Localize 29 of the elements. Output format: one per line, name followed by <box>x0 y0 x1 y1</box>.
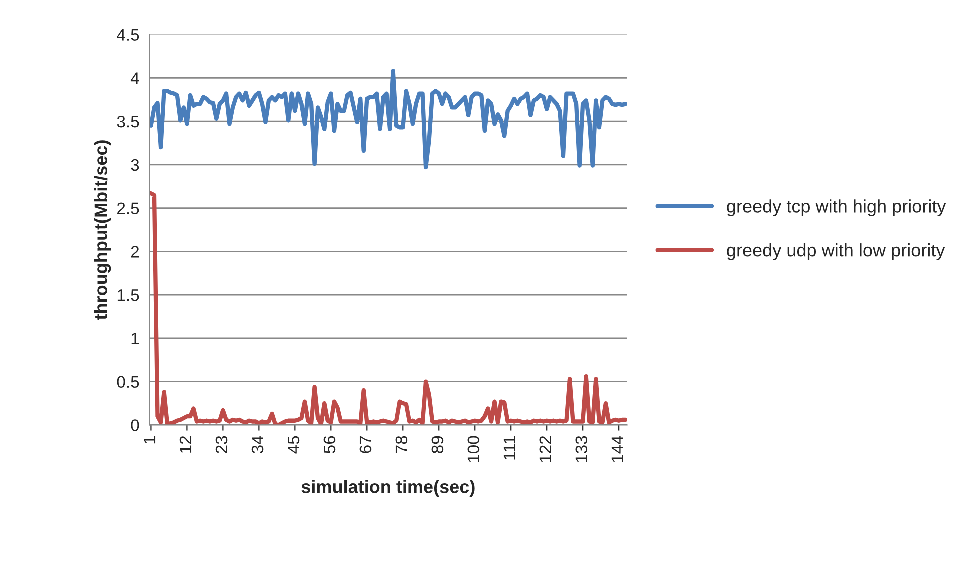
line-series <box>150 69 628 170</box>
legend-label: greedy udp with low priority <box>727 244 946 260</box>
x-tick-label: 89 <box>432 436 444 454</box>
x-tick-label: 144 <box>612 436 624 462</box>
legend-label: greedy tcp with high priority <box>727 200 946 216</box>
y-tick-label: 1.5 <box>118 290 140 302</box>
y-tick-label: 3 <box>131 159 140 172</box>
y-tick-label: 3.5 <box>117 116 140 128</box>
x-tick-label: 78 <box>396 436 408 454</box>
x-tick-label: 111 <box>504 436 516 460</box>
y-axis-title: throughput(Mbit/sec) <box>94 140 112 320</box>
y-tick-label: 4 <box>130 72 140 84</box>
x-tick-label: 23 <box>216 436 228 454</box>
x-tick-label: 1 <box>144 436 156 444</box>
x-tick-label: 12 <box>180 436 192 453</box>
x-tick-label: 122 <box>540 436 552 462</box>
x-tick-label: 56 <box>324 436 336 454</box>
x-tick-label: 133 <box>576 436 588 462</box>
y-tick-label: 0.5 <box>117 376 140 388</box>
x-tick-label: 67 <box>360 436 372 454</box>
y-tick-label: 4.5 <box>117 29 140 41</box>
y-tick-label: 1 <box>132 333 140 344</box>
x-tick-label: 45 <box>288 436 300 454</box>
y-tick-label: 0 <box>131 420 140 432</box>
x-tick-label: 34 <box>252 436 264 454</box>
y-tick-label: 2 <box>131 246 140 258</box>
y-tick-label: 2.5 <box>118 202 140 215</box>
x-tick-label: 100 <box>468 436 480 462</box>
x-axis-title: simulation time(sec) <box>302 480 475 497</box>
